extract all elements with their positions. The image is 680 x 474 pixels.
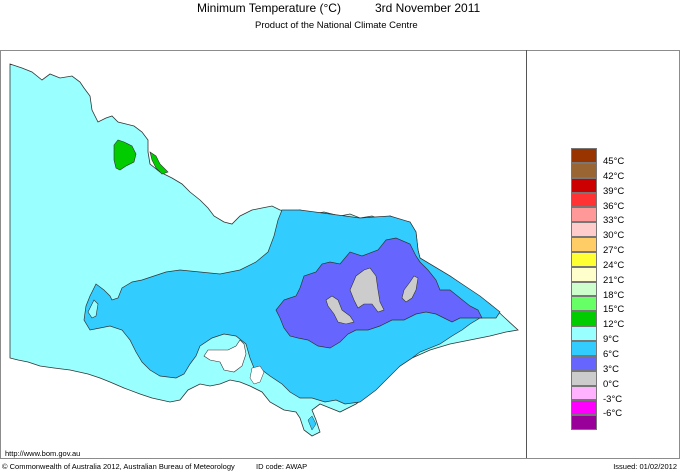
map-zone-6-9-west-inlet xyxy=(87,299,99,319)
issued-date: Issued: 01/02/2012 xyxy=(613,462,677,471)
legend-label: 24°C xyxy=(603,259,625,271)
legend-label: 9°C xyxy=(603,334,619,346)
legend-swatch xyxy=(571,237,597,252)
legend-label: 18°C xyxy=(603,289,625,301)
id-code: ID code: AWAP xyxy=(256,462,308,471)
legend-item: 36°C xyxy=(571,192,641,212)
legend-swatch xyxy=(571,281,597,297)
western-port xyxy=(249,365,265,385)
legend-label: 30°C xyxy=(603,230,625,242)
legend-item: 0°C xyxy=(571,370,641,390)
legend-item: 6°C xyxy=(571,340,641,360)
legend-label: 21°C xyxy=(603,274,625,286)
copyright-text: © Commonwealth of Australia 2012, Austra… xyxy=(2,462,235,471)
legend-label: 0°C xyxy=(603,378,619,390)
legend-divider xyxy=(526,50,527,458)
map-date: 3rd November 2011 xyxy=(375,1,481,15)
temperature-legend: 45°C 42°C 39°C 36°C 33°C 30°C 27°C 24°C … xyxy=(571,148,641,431)
legend-swatch xyxy=(571,207,597,223)
legend-swatch xyxy=(571,311,597,327)
map-zone-3-6 xyxy=(275,237,483,349)
map-title: Minimum Temperature (°C) xyxy=(197,1,341,15)
legend-item: -3°C xyxy=(571,385,641,405)
legend-item: 45°C xyxy=(571,148,641,167)
legend-label: 42°C xyxy=(603,170,625,182)
legend-item: 24°C xyxy=(571,251,641,271)
legend-swatch xyxy=(571,162,597,178)
legend-label: 33°C xyxy=(603,215,625,227)
legend-label: 36°C xyxy=(603,200,625,212)
legend-label: 6°C xyxy=(603,348,619,360)
legend-label: 12°C xyxy=(603,319,625,331)
legend-item: -6°C xyxy=(571,400,641,419)
legend-item: 3°C xyxy=(571,355,641,375)
legend-item: 33°C xyxy=(571,207,641,226)
legend-item: 9°C xyxy=(571,326,641,345)
legend-swatch xyxy=(571,177,597,193)
map-zone-0-3-east xyxy=(401,275,419,303)
legend-swatch xyxy=(571,296,597,312)
map-zone-12-15-north xyxy=(113,139,137,171)
legend-label: 15°C xyxy=(603,304,625,316)
legend-swatch xyxy=(571,355,597,371)
legend-item xyxy=(571,415,641,431)
legend-swatch xyxy=(571,148,597,163)
legend-label: -6°C xyxy=(603,408,623,420)
legend-label: 45°C xyxy=(603,156,625,167)
legend-label: 39°C xyxy=(603,185,625,197)
map-subtitle: Product of the National Climate Centre xyxy=(255,20,418,31)
source-url: http://www.bom.gov.au xyxy=(5,449,81,458)
wilsons-promontory xyxy=(307,415,317,431)
legend-swatch xyxy=(571,415,597,431)
legend-item: 18°C xyxy=(571,281,641,301)
legend-item: 39°C xyxy=(571,177,641,197)
legend-swatch xyxy=(571,222,597,238)
legend-swatch xyxy=(571,385,597,401)
legend-item: 42°C xyxy=(571,162,641,182)
legend-swatch xyxy=(571,400,597,416)
map-zone-9-12 xyxy=(9,63,519,437)
legend-item: 21°C xyxy=(571,266,641,286)
legend-swatch xyxy=(571,192,597,208)
legend-label: 3°C xyxy=(603,363,619,375)
legend-swatch xyxy=(571,251,597,267)
legend-swatch xyxy=(571,326,597,341)
legend-label: 27°C xyxy=(603,245,625,257)
legend-label: -3°C xyxy=(603,393,623,405)
map-zone-0-3-central xyxy=(349,267,385,313)
legend-swatch xyxy=(571,266,597,282)
legend-swatch xyxy=(571,340,597,356)
legend-swatch xyxy=(571,370,597,386)
legend-item: 27°C xyxy=(571,237,641,256)
legend-item: 30°C xyxy=(571,222,641,241)
temperature-map xyxy=(9,63,519,437)
map-zone-12-15-river xyxy=(149,151,169,175)
port-phillip-bay xyxy=(203,339,247,373)
legend-item: 15°C xyxy=(571,296,641,315)
title-bar: Minimum Temperature (°C) 3rd November 20… xyxy=(0,0,680,16)
map-zone-0-3-west xyxy=(325,295,355,325)
legend-item: 12°C xyxy=(571,311,641,330)
